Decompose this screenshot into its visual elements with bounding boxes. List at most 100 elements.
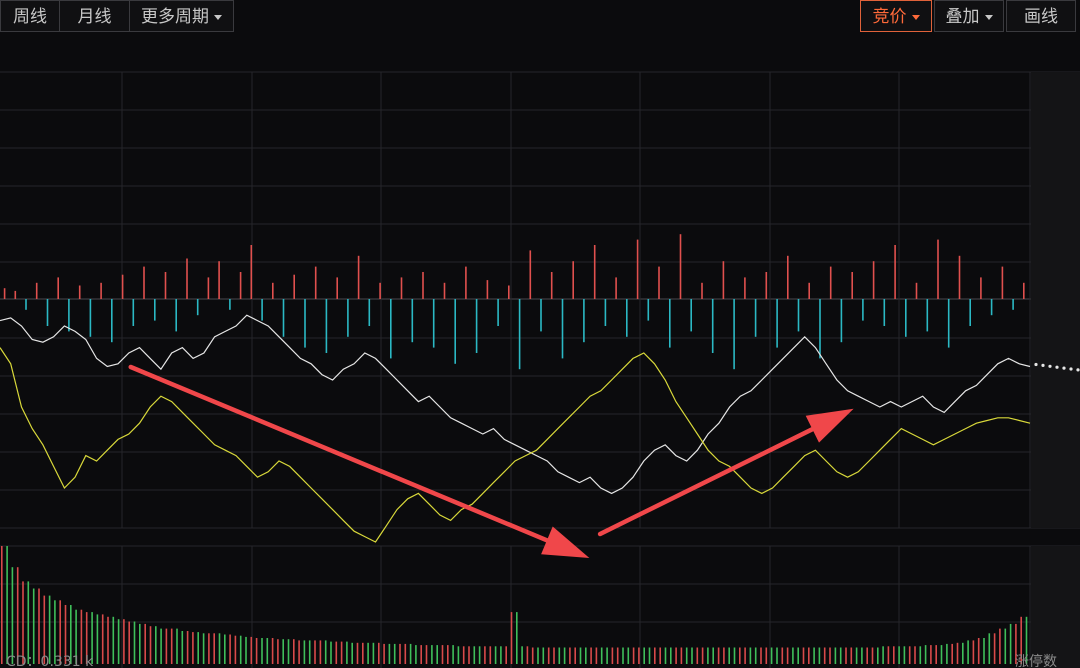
volume-bar [415,645,417,664]
volume-bar [261,638,263,664]
future-zone [1031,72,1080,528]
volume-bar [765,647,768,664]
volume-bar [845,647,847,664]
net-flow-bar [851,272,853,299]
net-flow-bar [819,299,821,359]
tab-more-periods[interactable]: 更多周期 [129,0,234,32]
volume-bar [951,643,953,664]
volume-bar [670,647,672,664]
volume-bar [622,647,624,664]
net-flow-bar [239,272,242,299]
net-flow-bar [636,239,639,299]
tab-overlay[interactable]: 叠加 [934,0,1004,32]
volume-bar [664,647,667,664]
net-flow-bar [347,299,349,337]
volume-bar [346,641,348,664]
volume-bar [48,595,51,664]
net-flow-bar [304,299,306,348]
net-flow-bar [454,299,456,364]
volume-bar [606,647,608,664]
volume-bar [96,614,99,664]
net-flow-bar [1012,299,1014,310]
volume-bar [457,646,460,664]
volume-bar [133,621,136,664]
volume-bar [181,631,184,664]
net-flow-bar [658,266,660,299]
net-flow-bar [46,299,49,326]
net-flow-bar [89,299,92,337]
volume-bar [149,626,152,664]
net-flow-bar [390,299,392,359]
volume-bar [500,646,502,664]
volume-bar [372,642,375,664]
volume-bar [277,639,279,664]
net-flow-bar [915,282,918,299]
volume-bar [303,640,306,664]
net-flow-bar [744,277,746,299]
net-flow-bar [497,299,499,326]
tab-auction[interactable]: 竞价 [860,0,932,32]
tab-label: 叠加 [945,7,980,27]
net-flow-bar [111,299,113,343]
net-flow-bar [550,272,553,299]
net-flow-bar [679,234,682,299]
volume-bar [250,636,253,664]
volume-bar [1,546,3,664]
net-flow-bar [314,266,317,299]
tab-draw-line[interactable]: 画线 [1006,0,1076,32]
net-flow-bar [143,266,145,299]
volume-bar [340,641,343,664]
volume-bar [585,647,587,664]
volume-bar [680,647,683,664]
tab-label: 月线 [77,7,112,27]
volume-bar [871,647,874,664]
net-flow-bar [100,282,102,299]
tab-weekly[interactable]: 周线 [0,0,60,32]
tab-label: 竞价 [872,7,907,27]
volume-bar [834,647,837,664]
volume-bar [866,647,868,664]
net-flow-bar [14,290,17,299]
net-flow-bar [1023,282,1025,299]
volume-bar [839,647,842,664]
grid-lines [0,71,1080,668]
volume-bar [914,646,916,664]
volume-bar [781,647,784,664]
volume-bar [308,640,311,664]
volume-bar [64,605,67,664]
net-flow-bar [776,299,778,348]
net-flow-bar [980,277,982,299]
net-flow-bar [872,261,875,299]
projection-point [1069,367,1073,371]
volume-bar [1009,623,1012,664]
net-flow-bar [572,261,574,299]
net-flow-bar [937,239,939,299]
volume-bar [616,647,619,664]
volume-bar [516,612,518,664]
net-flow-bar [797,299,800,332]
volume-bar [489,646,492,664]
volume-bar [993,633,996,664]
net-flow-bar [422,272,424,299]
volume-bar [733,647,736,664]
volume-bar [1015,623,1017,664]
volume-bar [924,645,927,664]
limit-up-count-label: 涨停数 [1015,653,1057,668]
net-flow-bar [218,261,220,299]
net-flow-bar [475,299,478,353]
volume-bar [27,581,30,664]
net-flow-bar [905,299,907,337]
volume-bar [659,647,661,664]
volume-bar [473,646,476,664]
net-flow-bar [862,299,864,321]
volume-bar [802,647,805,664]
net-flow-bar [68,299,70,332]
volume-bar [1020,616,1022,664]
series-line-white [0,314,1031,495]
volume-bar [139,623,141,664]
volume-bar [85,612,88,664]
volume-bar [574,647,576,664]
volume-bar [170,628,173,664]
